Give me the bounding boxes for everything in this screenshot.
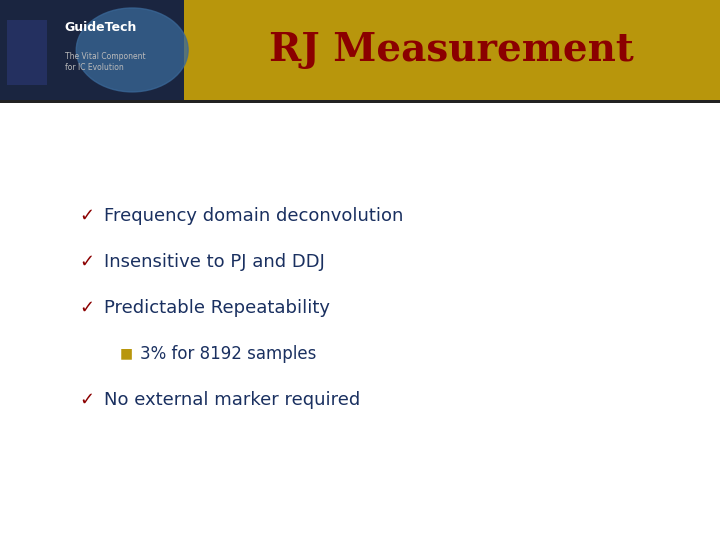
- Text: No external marker required: No external marker required: [104, 390, 361, 409]
- Text: ✓: ✓: [78, 207, 94, 225]
- Text: Predictable Repeatability: Predictable Repeatability: [104, 299, 330, 317]
- Text: 3% for 8192 samples: 3% for 8192 samples: [140, 345, 317, 363]
- Bar: [7, 20, 47, 85]
- Text: ✓: ✓: [78, 390, 94, 409]
- Text: Frequency domain deconvolution: Frequency domain deconvolution: [104, 207, 404, 225]
- Text: Insensitive to PJ and DDJ: Insensitive to PJ and DDJ: [104, 253, 325, 271]
- Circle shape: [76, 8, 188, 92]
- Bar: [0, 0, 184, 100]
- Bar: [0, 100, 720, 103]
- Text: The Vital Component
for IC Evolution: The Vital Component for IC Evolution: [65, 51, 145, 72]
- Text: RJ Measurement: RJ Measurement: [269, 31, 634, 69]
- Bar: [0, 0, 720, 100]
- Text: GuideTech: GuideTech: [65, 22, 138, 35]
- Text: ■: ■: [120, 347, 132, 361]
- Text: ✓: ✓: [78, 253, 94, 271]
- Text: ✓: ✓: [78, 299, 94, 317]
